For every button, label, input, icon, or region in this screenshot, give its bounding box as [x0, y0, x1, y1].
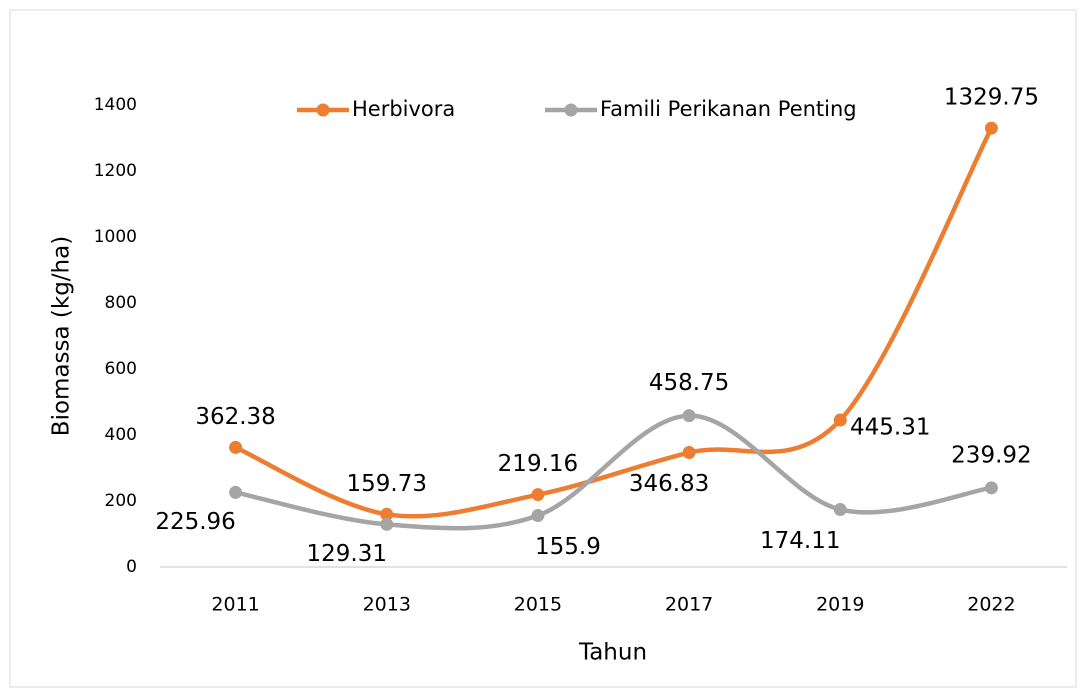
x-tick-label: 2017 [665, 594, 713, 616]
x-tick-label: 2019 [816, 594, 864, 616]
data-point [984, 481, 998, 495]
data-point [984, 121, 998, 135]
x-tick-label: 2013 [363, 594, 411, 616]
x-tick-label: 2011 [211, 594, 259, 616]
series-line [233, 413, 994, 531]
x-axis-title: Tahun [578, 640, 647, 666]
legend-marker [316, 103, 330, 117]
data-label: 159.73 [347, 471, 427, 497]
data-label: 362.38 [195, 404, 275, 430]
legend-label: Famili Perikanan Penting [600, 97, 857, 121]
data-label: 155.9 [535, 534, 601, 560]
data-point [380, 507, 394, 521]
y-tick-label: 600 [105, 359, 137, 379]
data-point [682, 446, 696, 460]
data-label: 239.92 [951, 442, 1031, 468]
data-point [833, 503, 847, 517]
y-tick-label: 1000 [94, 227, 137, 247]
y-tick-label: 1200 [94, 161, 137, 181]
x-tick-label: 2015 [514, 594, 562, 616]
data-label: 174.11 [760, 528, 840, 554]
y-axis-title: Biomassa (kg/ha) [49, 236, 75, 436]
legend-label: Herbivora [352, 97, 455, 121]
x-tick-label: 2022 [967, 594, 1015, 616]
y-tick-label: 800 [105, 293, 137, 313]
y-tick-label: 0 [126, 557, 137, 577]
data-point [682, 409, 696, 423]
data-point [531, 488, 545, 502]
data-label: 219.16 [498, 451, 578, 477]
data-label: 346.83 [629, 471, 709, 497]
legend-marker [564, 103, 578, 117]
y-tick-label: 400 [105, 425, 137, 445]
data-point [229, 485, 243, 499]
data-label: 1329.75 [944, 85, 1039, 111]
data-point [531, 509, 545, 523]
data-point [229, 440, 243, 454]
data-label: 458.75 [649, 370, 729, 396]
data-label: 225.96 [155, 509, 235, 535]
data-label: 445.31 [850, 415, 930, 441]
y-tick-label: 200 [105, 491, 137, 511]
chart-frame [9, 9, 1077, 688]
y-tick-label: 1400 [94, 95, 137, 115]
data-point [833, 413, 847, 427]
data-point [380, 517, 394, 531]
data-label: 129.31 [307, 541, 387, 567]
